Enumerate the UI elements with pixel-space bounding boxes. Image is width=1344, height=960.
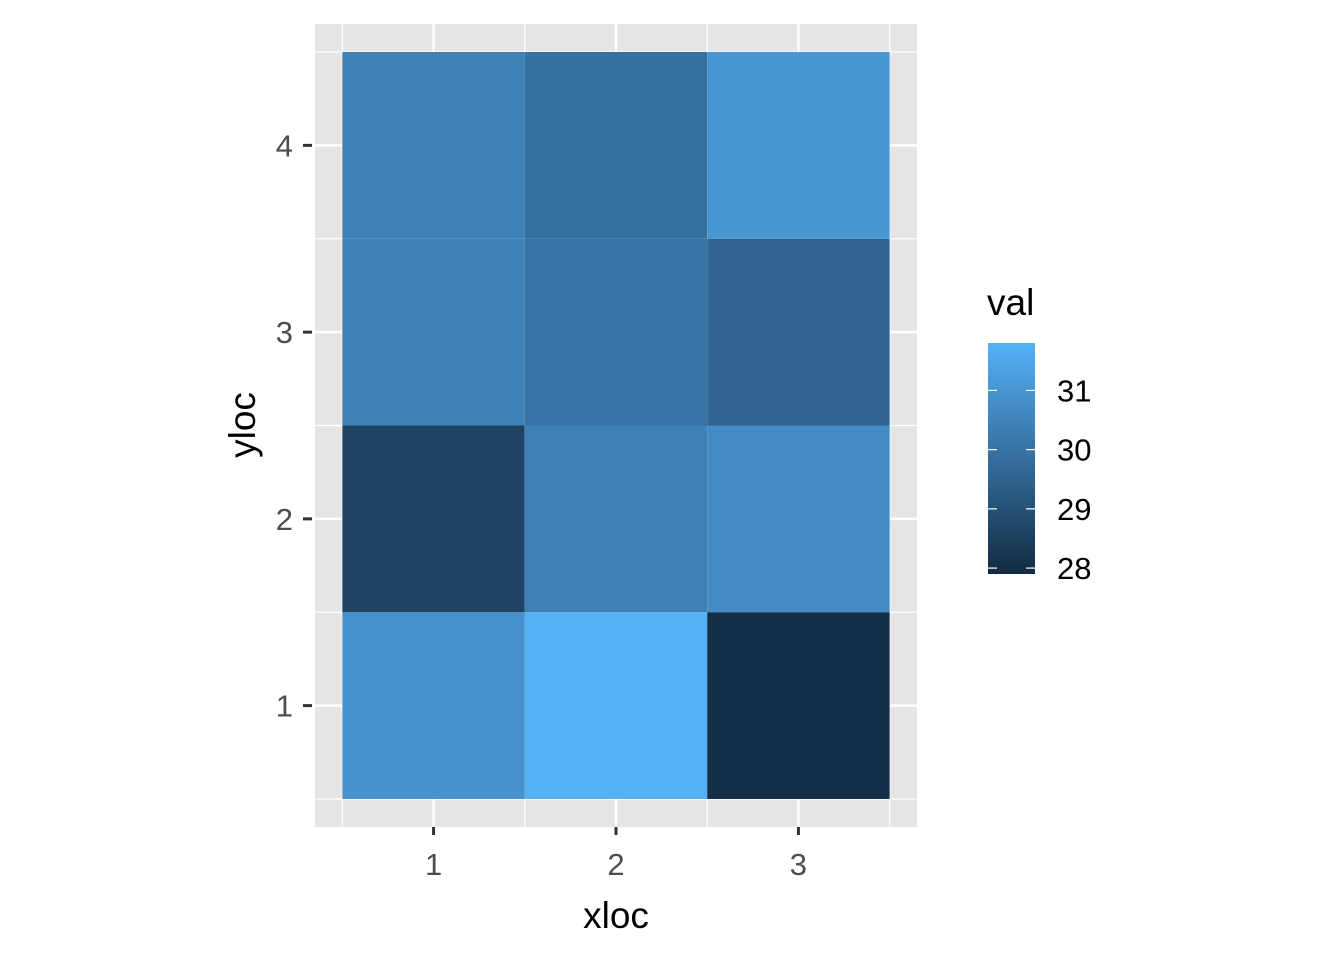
x-tick-label: 2 [607,847,624,882]
heatmap-cell [707,52,890,239]
legend-tick-label: 29 [1057,492,1091,527]
y-tick-label: 4 [276,128,293,163]
x-axis: 1 2 3 [425,827,807,882]
heatmap-cell [342,238,525,426]
heatmap-cell [524,238,708,426]
heatmap-cell [342,425,525,613]
heatmap-cell [707,425,890,613]
legend-ticks: 31 30 29 28 [988,373,1091,586]
legend-tick-label: 28 [1057,551,1091,586]
legend-tick-label: 30 [1057,433,1091,468]
heatmap-cell [524,425,708,613]
heatmap-cell [524,612,708,799]
legend: val 31 30 29 28 [987,282,1091,586]
heatmap-cells [342,52,890,799]
heatmap-cell [342,612,525,799]
y-axis: 1 2 3 4 [276,128,312,724]
heatmap-cell [342,52,525,239]
legend-colorbar [988,343,1035,574]
x-tick-label: 1 [425,847,442,882]
legend-title: val [987,282,1034,323]
heatmap-cell [707,238,890,426]
heatmap-cell [707,612,890,799]
legend-tick-label: 31 [1057,373,1091,408]
x-tick-label: 3 [790,847,807,882]
heatmap-cell [524,52,708,239]
y-tick-label: 3 [276,315,293,350]
y-tick-label: 2 [276,502,293,537]
y-tick-label: 1 [276,689,293,724]
x-axis-title: xloc [583,895,649,936]
y-axis-title: yloc [222,392,263,458]
